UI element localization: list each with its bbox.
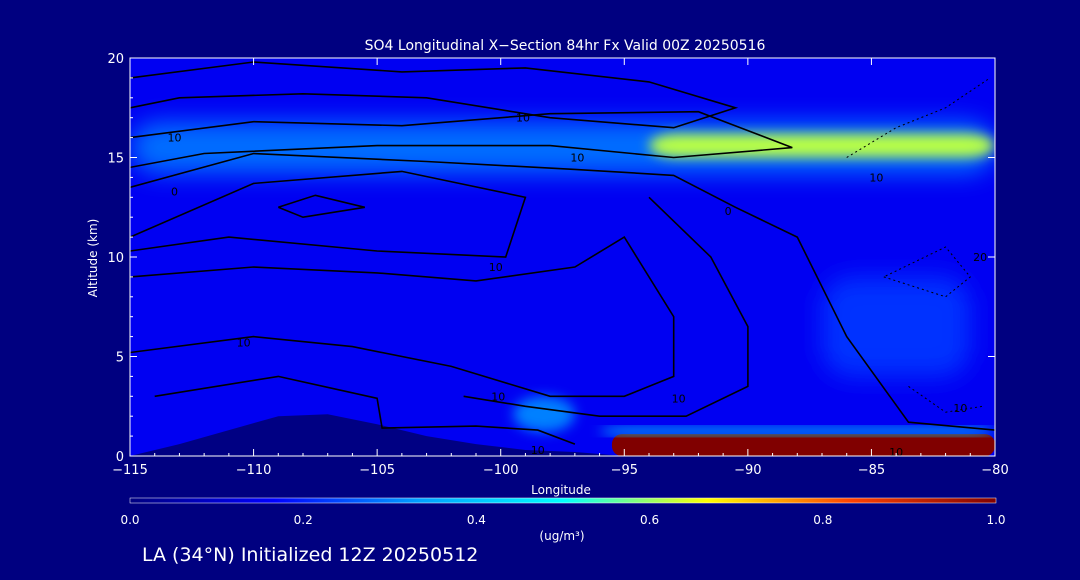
contour-line <box>463 196 749 417</box>
contour-line <box>130 236 675 398</box>
contour-label: 10 <box>889 446 903 459</box>
terrain <box>130 414 625 456</box>
colorbar-tick-label: 0.4 <box>467 513 486 527</box>
contour-label: 10 <box>167 132 181 145</box>
colorbar-label: (ug/m³) <box>539 529 584 543</box>
colorbar-tick-label: 0.2 <box>294 513 313 527</box>
x-tick-label: −110 <box>236 463 272 478</box>
contour-label: 10 <box>672 392 686 405</box>
contour-label: 10 <box>237 337 251 350</box>
contour-line <box>130 110 793 169</box>
colorbar-ticks: 0.0 0.2 0.4 0.6 0.8 1.0 <box>120 513 1005 527</box>
contour-label: 10 <box>531 444 545 457</box>
y-tick-label: 5 <box>116 351 124 366</box>
x-tick-label: −105 <box>359 463 395 478</box>
x-tick-label: −95 <box>611 463 638 478</box>
footer-caption: LA (34°N) Initialized 12Z 20250512 <box>142 544 478 566</box>
field-tropopause-peak <box>649 133 995 158</box>
contour-line <box>154 375 576 445</box>
x-tick-label: −100 <box>483 463 519 478</box>
contour-line-dotted <box>883 246 972 298</box>
colorbar-tick-label: 1.0 <box>986 513 1005 527</box>
contour-label: 10 <box>516 112 530 125</box>
x-axis: −115 −110 −105 −100 −95 −90 −85 −80 <box>112 58 1009 478</box>
contour-label: 0 <box>725 205 732 218</box>
y-axis-label: Altitude (km) <box>86 219 100 298</box>
contour-line <box>130 170 527 258</box>
contour-label: 10 <box>491 390 505 403</box>
field-low-plume <box>513 396 575 433</box>
contour-label: 10 <box>953 402 967 415</box>
colorbar-tick-label: 0.0 <box>120 513 139 527</box>
x-tick-label: −80 <box>981 463 1008 478</box>
plot-area: 10 10 10 0 0 10 10 20 10 10 10 10 10 10 <box>130 58 995 459</box>
colorbar-tick-label: 0.8 <box>813 513 832 527</box>
x-tick-label: −115 <box>112 463 148 478</box>
y-tick-label: 0 <box>116 450 124 465</box>
contour-label: 20 <box>973 251 987 264</box>
terrain-profile <box>130 414 625 456</box>
colorbar-tick-label: 0.6 <box>640 513 659 527</box>
x-tick-label: −85 <box>858 463 885 478</box>
x-tick-label: −90 <box>734 463 761 478</box>
contours <box>130 61 995 445</box>
colorbar-gradient <box>129 497 997 504</box>
contour-labels: 10 10 10 0 0 10 10 20 10 10 10 10 10 10 <box>167 112 987 459</box>
colorbar: 0.0 0.2 0.4 0.6 0.8 1.0 (ug/m³) <box>120 497 1006 543</box>
contour-line-dotted <box>908 385 983 413</box>
contour-line <box>278 194 365 219</box>
contour-label: 10 <box>489 261 503 274</box>
y-tick-label: 20 <box>107 52 124 67</box>
y-tick-label: 10 <box>107 251 124 266</box>
field-east-mid-layer <box>822 276 971 377</box>
y-tick-label: 15 <box>107 152 124 167</box>
field-surface-edge <box>599 428 995 435</box>
contour-line <box>130 152 995 431</box>
concentration-field <box>130 58 995 456</box>
chart-title: SO4 Longitudinal X−Section 84hr Fx Valid… <box>365 38 766 54</box>
contour-label: 0 <box>171 185 178 198</box>
contour-label: 10 <box>869 171 883 184</box>
x-axis-label: Longitude <box>531 483 591 497</box>
contour-line <box>130 61 739 129</box>
contour-label: 10 <box>570 152 584 165</box>
y-axis: 0 5 10 15 20 <box>107 52 995 465</box>
field-boundary-layer <box>611 434 995 456</box>
